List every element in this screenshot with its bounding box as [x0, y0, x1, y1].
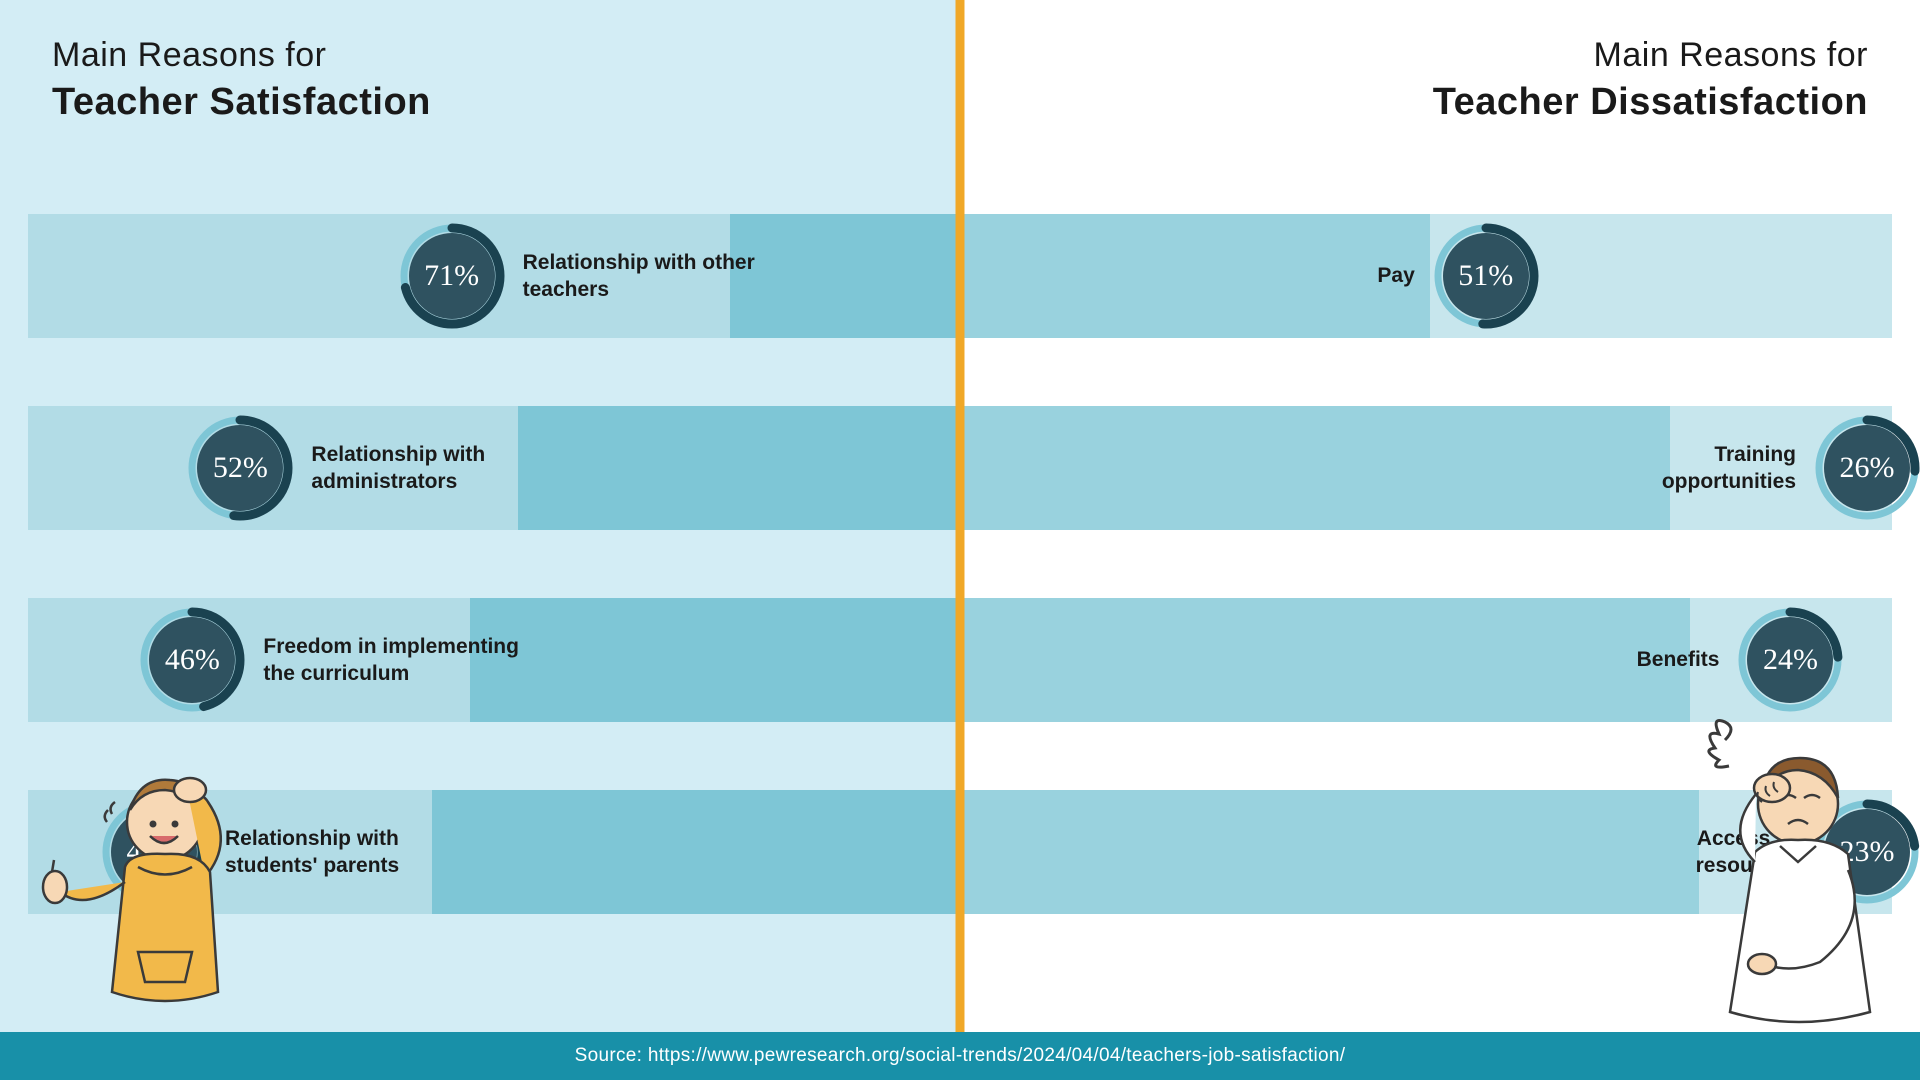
bar-foreground — [432, 790, 960, 914]
percentage-donut: 52% — [187, 415, 293, 521]
percentage-donut: 51% — [1433, 223, 1539, 329]
stat-group: 71% Relationship with other teachers — [399, 223, 783, 329]
bar-foreground — [960, 214, 1430, 338]
stat-label: Benefits — [1637, 646, 1720, 673]
left-title-line1: Main Reasons for — [52, 36, 960, 75]
footer-text: Source: https://www.pewresearch.org/soci… — [575, 1045, 1346, 1067]
stat-group: 46% Freedom in implementing the curriculu… — [139, 607, 523, 713]
percentage-donut: 26% — [1814, 415, 1920, 521]
right-title-line2: Teacher Dissatisfaction — [960, 81, 1868, 124]
right-title-block: Main Reasons for Teacher Dissatisfaction — [960, 36, 1920, 124]
percentage-value: 26% — [1824, 425, 1910, 511]
percentage-value: 71% — [409, 233, 495, 319]
stat-row: 52% Relationship with administrators — [0, 406, 960, 530]
percentage-value: 24% — [1747, 617, 1833, 703]
percentage-donut: 24% — [1737, 607, 1843, 713]
stat-group: 51% Pay — [1377, 223, 1538, 329]
percentage-value: 51% — [1443, 233, 1529, 319]
bar-foreground — [960, 406, 1670, 530]
source-footer: Source: https://www.pewresearch.org/soci… — [0, 1032, 1920, 1080]
left-title-block: Main Reasons for Teacher Satisfaction — [0, 36, 960, 124]
percentage-donut: 46% — [139, 607, 245, 713]
stat-group: 24% Benefits — [1637, 607, 1844, 713]
center-divider — [956, 0, 965, 1032]
percentage-value: 46% — [149, 617, 235, 703]
percentage-value: 52% — [197, 425, 283, 511]
stat-group: 52% Relationship with administrators — [187, 415, 571, 521]
stat-row: 51% Pay — [960, 214, 1920, 338]
left-title-line2: Teacher Satisfaction — [52, 81, 960, 124]
stat-row: 46% Freedom in implementing the curriculu… — [0, 598, 960, 722]
stat-label: Training opportunities — [1617, 441, 1796, 496]
stat-label: Pay — [1377, 262, 1414, 289]
right-title-line1: Main Reasons for — [960, 36, 1868, 75]
happy-person-illustration — [30, 732, 270, 1032]
percentage-donut: 71% — [399, 223, 505, 329]
stat-group: 26% Training opportunities — [1617, 415, 1920, 521]
stat-label: Freedom in implementing the curriculum — [263, 633, 523, 688]
bar-foreground — [960, 790, 1699, 914]
stat-label: Relationship with administrators — [311, 441, 571, 496]
bar-foreground — [960, 598, 1690, 722]
stressed-person-illustration — [1670, 712, 1900, 1032]
main-container: Main Reasons for Teacher Satisfaction 71… — [0, 0, 1920, 1032]
bar-foreground — [518, 406, 960, 530]
stat-row: 26% Training opportunities — [960, 406, 1920, 530]
stat-row: 71% Relationship with other teachers — [0, 214, 960, 338]
stat-label: Relationship with other teachers — [523, 249, 783, 304]
stat-row: 24% Benefits — [960, 598, 1920, 722]
bar-foreground — [470, 598, 960, 722]
